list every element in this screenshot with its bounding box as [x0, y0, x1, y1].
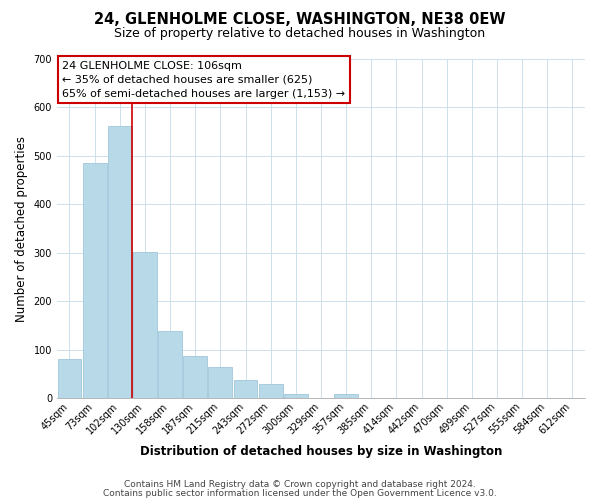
Bar	[284, 394, 308, 398]
Y-axis label: Number of detached properties: Number of detached properties	[15, 136, 28, 322]
Bar	[108, 126, 132, 398]
Bar	[158, 330, 182, 398]
Bar	[259, 384, 283, 398]
Bar	[208, 367, 232, 398]
Bar	[233, 380, 257, 398]
X-axis label: Distribution of detached houses by size in Washington: Distribution of detached houses by size …	[140, 444, 502, 458]
Text: 24, GLENHOLME CLOSE, WASHINGTON, NE38 0EW: 24, GLENHOLME CLOSE, WASHINGTON, NE38 0E…	[94, 12, 506, 28]
Bar	[183, 356, 207, 399]
Text: Contains HM Land Registry data © Crown copyright and database right 2024.: Contains HM Land Registry data © Crown c…	[124, 480, 476, 489]
Bar	[83, 163, 107, 398]
Bar	[334, 394, 358, 398]
Text: Size of property relative to detached houses in Washington: Size of property relative to detached ho…	[115, 28, 485, 40]
Text: Contains public sector information licensed under the Open Government Licence v3: Contains public sector information licen…	[103, 488, 497, 498]
Bar	[133, 252, 157, 398]
Text: 24 GLENHOLME CLOSE: 106sqm
← 35% of detached houses are smaller (625)
65% of sem: 24 GLENHOLME CLOSE: 106sqm ← 35% of deta…	[62, 60, 346, 98]
Bar	[58, 358, 82, 399]
